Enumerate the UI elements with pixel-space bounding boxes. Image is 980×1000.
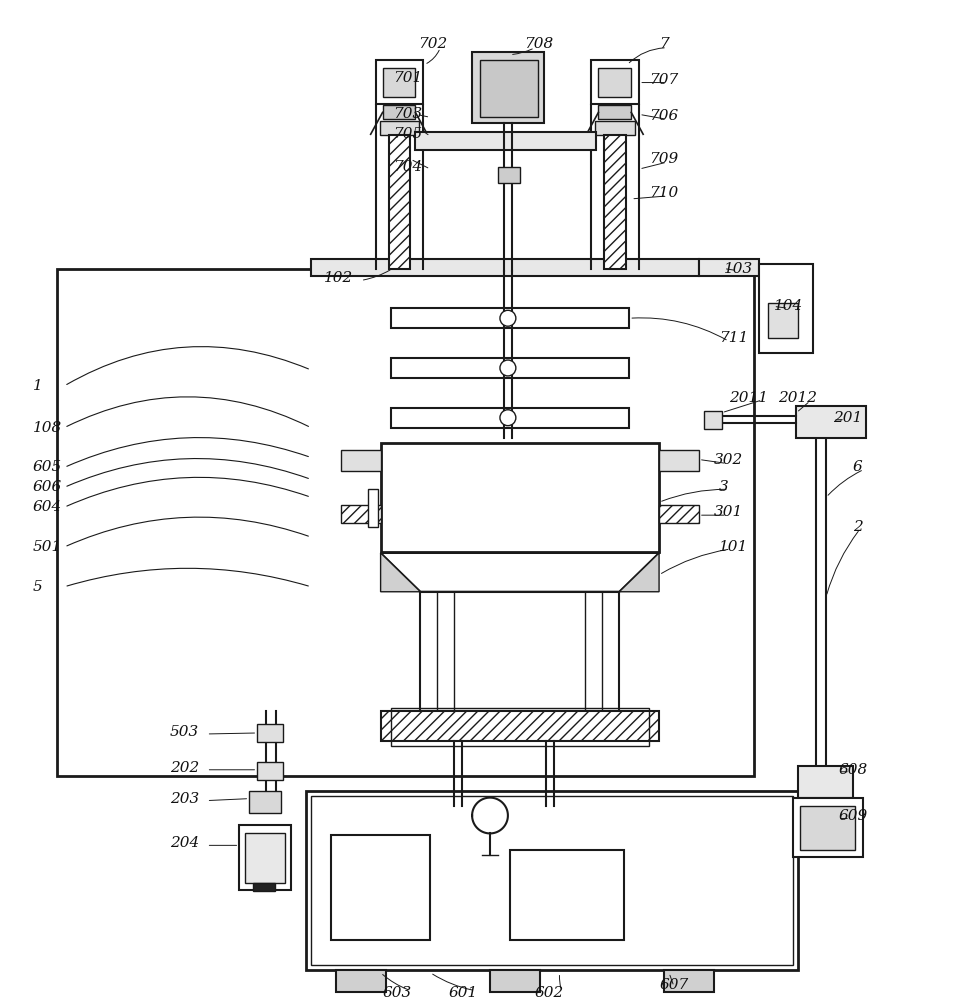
- Circle shape: [500, 410, 515, 426]
- Text: 7: 7: [660, 37, 668, 51]
- Text: 108: 108: [32, 421, 62, 435]
- Bar: [510, 850, 624, 940]
- Bar: [382, 68, 416, 97]
- Bar: [382, 105, 416, 119]
- Text: 702: 702: [418, 37, 448, 51]
- Bar: [664, 970, 713, 992]
- Bar: [368, 489, 377, 527]
- Bar: [391, 408, 629, 428]
- Bar: [480, 60, 538, 117]
- Polygon shape: [619, 553, 660, 592]
- Text: 602: 602: [535, 986, 564, 1000]
- Text: 2: 2: [853, 520, 862, 534]
- Bar: [599, 68, 631, 97]
- Bar: [699, 259, 759, 276]
- Bar: [311, 259, 699, 276]
- Bar: [605, 135, 626, 269]
- Text: 103: 103: [723, 262, 753, 276]
- Text: 203: 203: [170, 792, 199, 806]
- Bar: [799, 766, 853, 798]
- Text: 605: 605: [32, 460, 62, 474]
- Text: 2011: 2011: [729, 391, 767, 405]
- Bar: [249, 791, 281, 813]
- Text: 608: 608: [838, 763, 867, 777]
- Bar: [388, 135, 411, 269]
- Bar: [660, 450, 699, 471]
- Text: 601: 601: [448, 986, 477, 1000]
- Bar: [391, 308, 629, 328]
- Bar: [379, 121, 419, 135]
- Bar: [420, 592, 619, 711]
- Text: 101: 101: [718, 540, 748, 554]
- Bar: [391, 358, 629, 378]
- Text: 706: 706: [649, 109, 678, 123]
- Bar: [245, 833, 285, 883]
- Text: 5: 5: [32, 580, 42, 594]
- Bar: [258, 762, 283, 780]
- Bar: [768, 303, 799, 338]
- Text: 609: 609: [838, 809, 867, 823]
- Text: 201: 201: [833, 411, 862, 425]
- Bar: [704, 411, 721, 429]
- Circle shape: [500, 310, 515, 326]
- Text: 104: 104: [773, 299, 803, 313]
- Text: 606: 606: [32, 480, 62, 494]
- Bar: [380, 711, 660, 741]
- Text: 102: 102: [324, 271, 353, 285]
- Text: 607: 607: [660, 978, 688, 992]
- Text: 6: 6: [853, 460, 862, 474]
- Text: 701: 701: [394, 71, 422, 85]
- Text: 703: 703: [394, 107, 422, 121]
- Text: 704: 704: [394, 160, 422, 174]
- Bar: [58, 269, 754, 776]
- Bar: [336, 970, 385, 992]
- Bar: [797, 406, 866, 438]
- Bar: [416, 132, 597, 150]
- Bar: [331, 835, 430, 940]
- Text: 501: 501: [32, 540, 62, 554]
- Bar: [660, 505, 699, 523]
- Bar: [490, 970, 540, 992]
- Bar: [341, 505, 380, 523]
- Circle shape: [500, 360, 515, 376]
- Bar: [239, 825, 291, 890]
- Bar: [258, 724, 283, 742]
- Bar: [596, 121, 635, 135]
- Text: 204: 204: [170, 836, 199, 850]
- Text: 301: 301: [713, 505, 743, 519]
- Bar: [380, 443, 660, 552]
- Bar: [306, 791, 799, 970]
- Text: 709: 709: [649, 152, 678, 166]
- Bar: [498, 167, 519, 183]
- Text: 708: 708: [524, 37, 553, 51]
- Text: 1: 1: [32, 379, 42, 393]
- Bar: [311, 796, 794, 965]
- Bar: [253, 883, 275, 891]
- Text: 711: 711: [718, 331, 748, 345]
- Text: 2012: 2012: [778, 391, 817, 405]
- Bar: [592, 60, 639, 104]
- Text: 503: 503: [170, 725, 199, 739]
- Bar: [794, 798, 863, 857]
- Bar: [759, 264, 813, 353]
- Bar: [599, 105, 631, 119]
- Text: 604: 604: [32, 500, 62, 514]
- Polygon shape: [380, 553, 420, 592]
- Text: 705: 705: [394, 127, 422, 141]
- Text: 202: 202: [170, 761, 199, 775]
- Bar: [801, 806, 855, 850]
- Polygon shape: [380, 553, 660, 592]
- Bar: [341, 450, 380, 471]
- Bar: [391, 708, 649, 746]
- Text: 603: 603: [382, 986, 412, 1000]
- Bar: [472, 52, 544, 123]
- Bar: [375, 60, 423, 104]
- Text: 3: 3: [718, 480, 728, 494]
- Text: 302: 302: [713, 453, 743, 467]
- Text: 710: 710: [649, 186, 678, 200]
- Text: 707: 707: [649, 73, 678, 87]
